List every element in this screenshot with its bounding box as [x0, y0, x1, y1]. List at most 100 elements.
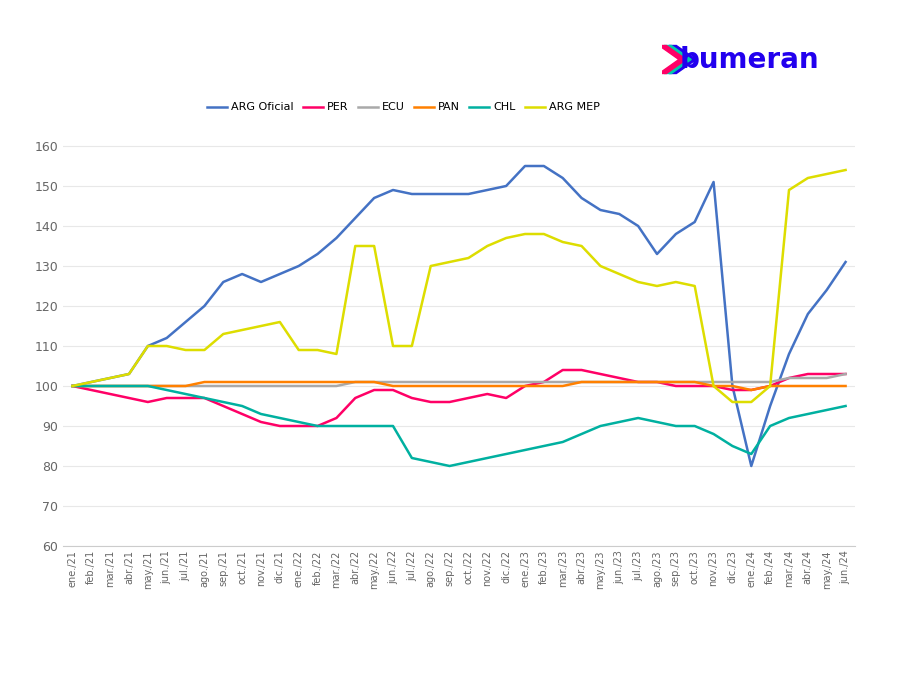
ECU [463, 378, 473, 386]
ARG Oficial [123, 370, 134, 378]
ARG Oficial [388, 186, 399, 194]
ECU [765, 378, 776, 386]
CHL [369, 422, 380, 430]
ARG Oficial [803, 310, 814, 319]
CHL [237, 402, 248, 410]
PAN [407, 382, 418, 390]
CHL [595, 422, 606, 430]
ARG MEP [803, 174, 814, 182]
Line: ARG Oficial: ARG Oficial [72, 166, 846, 466]
CHL [822, 406, 832, 414]
ARG MEP [369, 241, 380, 250]
PAN [727, 382, 738, 390]
PAN [708, 382, 719, 390]
PER [274, 422, 285, 430]
ECU [614, 378, 625, 386]
ARG Oficial [538, 162, 549, 170]
CHL [274, 414, 285, 422]
ARG Oficial [576, 194, 587, 202]
ARG MEP [841, 166, 851, 174]
PER [519, 382, 530, 390]
CHL [67, 382, 77, 390]
ECU [180, 382, 191, 390]
PER [312, 422, 323, 430]
PER [784, 374, 795, 382]
ARG Oficial [237, 270, 248, 278]
ARG Oficial [104, 374, 115, 382]
CHL [218, 398, 229, 406]
PER [557, 366, 568, 375]
ARG Oficial [350, 214, 361, 222]
PER [123, 394, 134, 402]
ECU [369, 378, 380, 386]
ARG Oficial [426, 190, 436, 198]
ECU [784, 374, 795, 382]
ARG MEP [312, 346, 323, 354]
ECU [708, 378, 719, 386]
ECU [445, 378, 455, 386]
ARG Oficial [633, 222, 643, 230]
PER [482, 390, 492, 398]
ARG MEP [426, 262, 436, 270]
CHL [538, 442, 549, 450]
ARG MEP [538, 230, 549, 238]
ARG MEP [482, 241, 492, 250]
ARG Oficial [784, 350, 795, 358]
ECU [104, 382, 115, 390]
ARG Oficial [595, 206, 606, 214]
CHL [104, 382, 115, 390]
ARG MEP [595, 262, 606, 270]
ECU [689, 378, 700, 386]
CHL [841, 402, 851, 410]
Polygon shape [669, 46, 697, 74]
CHL [784, 414, 795, 422]
ARG MEP [822, 170, 832, 178]
PAN [350, 378, 361, 386]
PER [822, 370, 832, 378]
CHL [407, 454, 418, 462]
PAN [784, 382, 795, 390]
PAN [633, 378, 643, 386]
PER [670, 382, 681, 390]
PER [614, 374, 625, 382]
CHL [293, 418, 304, 426]
CHL [614, 418, 625, 426]
Line: ECU: ECU [72, 374, 846, 386]
ARG MEP [557, 238, 568, 246]
ARG MEP [274, 318, 285, 326]
CHL [445, 462, 455, 470]
ECU [274, 382, 285, 390]
ARG MEP [218, 330, 229, 338]
ARG MEP [708, 382, 719, 390]
ARG MEP [67, 382, 77, 390]
PER [86, 386, 96, 394]
PAN [557, 382, 568, 390]
PER [595, 370, 606, 378]
ARG Oficial [519, 162, 530, 170]
PER [350, 394, 361, 402]
ARG Oficial [482, 186, 492, 194]
CHL [331, 422, 342, 430]
ARG Oficial [652, 250, 662, 258]
Line: PER: PER [72, 370, 846, 426]
PER [689, 382, 700, 390]
PER [652, 378, 662, 386]
Line: CHL: CHL [72, 386, 846, 466]
PER [104, 390, 115, 398]
ARG MEP [746, 398, 757, 406]
ARG Oficial [180, 318, 191, 326]
Text: bumeran: bumeran [680, 46, 819, 74]
CHL [689, 422, 700, 430]
PAN [237, 378, 248, 386]
CHL [652, 418, 662, 426]
ECU [633, 378, 643, 386]
CHL [708, 430, 719, 438]
ARG Oficial [161, 334, 172, 342]
PAN [652, 378, 662, 386]
PAN [538, 382, 549, 390]
CHL [388, 422, 399, 430]
PAN [218, 378, 229, 386]
ARG MEP [350, 241, 361, 250]
ARG MEP [633, 278, 643, 286]
PAN [803, 382, 814, 390]
